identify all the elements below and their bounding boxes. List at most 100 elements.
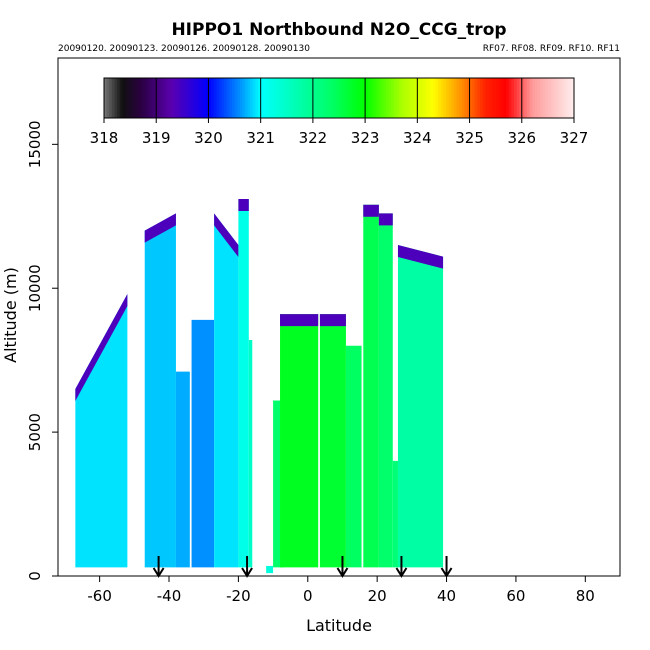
colorbar-cell (435, 78, 439, 118)
colorbar-cell (231, 78, 236, 118)
colorbar-cell (263, 78, 267, 118)
colorbar-cell (542, 78, 546, 118)
colorbar-cell (216, 78, 220, 118)
colorbar-cell (158, 78, 163, 118)
colorbar-cell (284, 78, 288, 118)
profile-12 (363, 204, 379, 568)
colorbar-cell (498, 78, 502, 118)
y-tick-label: 5000 (26, 413, 44, 451)
profile-cap-15 (397, 245, 444, 269)
colorbar-cell (122, 78, 126, 118)
profile-layer (75, 199, 444, 574)
colorbar-cell (451, 78, 455, 118)
colorbar-cell (519, 78, 523, 118)
colorbar-cell (571, 78, 575, 118)
colorbar-cell (312, 78, 317, 118)
colorbar-cell (111, 78, 116, 118)
colorbar-cell (529, 78, 533, 118)
colorbar-cell (566, 78, 570, 118)
colorbar-cell (495, 78, 499, 118)
colorbar-cell (354, 78, 358, 118)
colorbar-cell (106, 78, 110, 118)
colorbar-cell (349, 78, 353, 118)
profile-cap-10 (319, 314, 346, 327)
colorbar-cell (247, 78, 251, 118)
profile-4 (214, 213, 239, 568)
colorbar-cell (480, 78, 484, 118)
colorbar-cell (482, 78, 486, 118)
colorbar-tick-label: 327 (560, 129, 589, 147)
colorbar-cell (375, 78, 379, 118)
x-tick-label: -60 (87, 587, 112, 605)
colorbar-cell (357, 78, 361, 118)
profile-cap-1 (144, 213, 176, 243)
colorbar-cell (401, 78, 405, 118)
colorbar-cell (339, 78, 343, 118)
x-tick-label: -40 (157, 587, 182, 605)
colorbar-cell (534, 78, 539, 118)
colorbar-cell (250, 78, 254, 118)
colorbar-cell (234, 78, 238, 118)
colorbar-cell (190, 78, 194, 118)
flight-markers (152, 556, 453, 578)
colorbar-cell (553, 78, 557, 118)
colorbar-cell (352, 78, 356, 118)
colorbar-cell (124, 78, 129, 118)
colorbar-cell (359, 78, 364, 118)
profile-14 (392, 460, 398, 568)
colorbar-tick-label: 320 (194, 129, 223, 147)
colorbar-cell (229, 78, 233, 118)
profile-cap-0 (75, 293, 128, 401)
colorbar-cell (500, 78, 505, 118)
profile-cap-5 (238, 199, 249, 212)
colorbar-cell (318, 78, 322, 118)
colorbar-cell (132, 78, 136, 118)
colorbar-cell (333, 78, 337, 118)
colorbar-cell (255, 78, 259, 118)
chart-subtitle-dates: 20090120. 20090123. 20090126. 20090128. … (58, 44, 310, 54)
y-tick-label: 15000 (26, 120, 44, 168)
profile-cap-12 (363, 204, 379, 217)
axes: -60 -40 -20 0 20 40 60 80 0 5000 10000 15000 (26, 120, 595, 605)
plot-frame (57, 57, 621, 577)
colorbar-cell (388, 78, 392, 118)
colorbar-cell (211, 78, 215, 118)
colorbar-cell (346, 78, 351, 118)
colorbar-cell (417, 78, 421, 118)
x-tick-label: 80 (576, 587, 595, 605)
colorbar-cell (404, 78, 408, 118)
colorbar-cell (151, 78, 155, 118)
colorbar-cell (550, 78, 554, 118)
colorbar-tick-label: 321 (246, 129, 275, 147)
colorbar-tick-label: 318 (90, 129, 119, 147)
x-tick-label: -20 (226, 587, 251, 605)
colorbar-cell (367, 78, 371, 118)
colorbar-cell (503, 78, 507, 118)
colorbar-cell (513, 78, 518, 118)
profile-cap-4 (214, 213, 239, 258)
colorbar-cell (547, 78, 552, 118)
colorbar-cell (414, 78, 418, 118)
colorbar-cell (195, 78, 199, 118)
colorbar-cell (440, 78, 445, 118)
colorbar-cell (568, 78, 572, 118)
colorbar-cell (396, 78, 400, 118)
colorbar-cell (459, 78, 463, 118)
colorbar-cell (532, 78, 536, 118)
colorbar-cell (511, 78, 515, 118)
colorbar-cell (192, 78, 196, 118)
colorbar-cell (276, 78, 280, 118)
colorbar-cell (305, 78, 309, 118)
colorbar-cell (278, 78, 283, 118)
colorbar-cell (148, 78, 152, 118)
colorbar-cell (365, 78, 369, 118)
colorbar-cell (493, 78, 497, 118)
colorbar-cell (563, 78, 567, 118)
colorbar-cell (224, 78, 228, 118)
profile-15 (397, 245, 444, 568)
colorbar-cell (380, 78, 384, 118)
colorbar-cell (393, 78, 398, 118)
colorbar-cell (292, 78, 296, 118)
colorbar-cell (135, 78, 139, 118)
